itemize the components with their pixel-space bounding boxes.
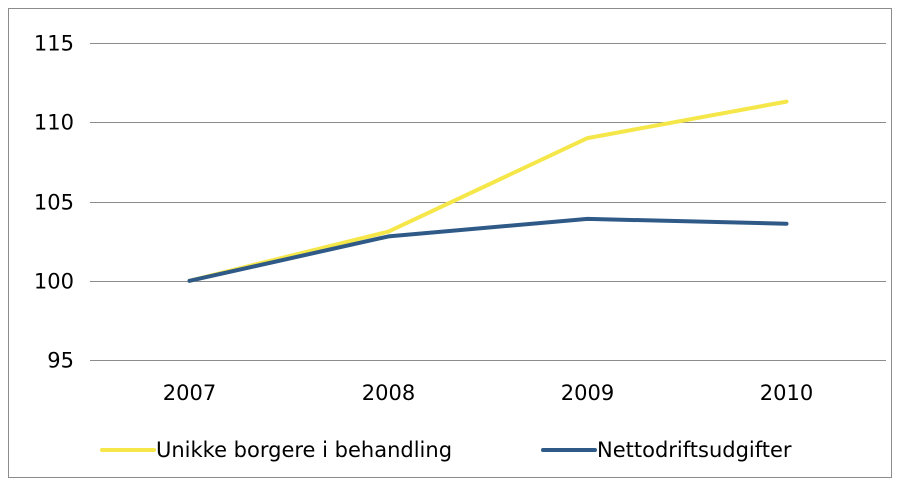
legend-label-0: Unikke borgere i behandling [156,438,452,462]
y-tick-label: 115 [34,32,74,56]
legend: Unikke borgere i behandling Nettodriftsud… [100,438,792,462]
x-tick-label: 2007 [163,381,216,405]
legend-label-1: Nettodriftsudgifter [597,438,792,462]
x-tick-label: 2010 [760,381,813,405]
y-tick-label: 105 [34,191,74,215]
series-lines [187,99,789,283]
series-line-1 [187,216,789,283]
x-tick-label: 2009 [561,381,614,405]
x-axis-tick-labels: 2007 2008 2009 2010 [163,381,813,405]
series-line-0 [187,99,789,283]
y-axis-tick-labels: 95 100 105 110 115 [34,32,74,373]
y-tick-label: 95 [47,349,74,373]
gridlines [90,43,886,361]
chart-frame [8,8,892,478]
y-tick-label: 110 [34,111,74,135]
y-tick-label: 100 [34,270,74,294]
x-tick-label: 2008 [362,381,415,405]
